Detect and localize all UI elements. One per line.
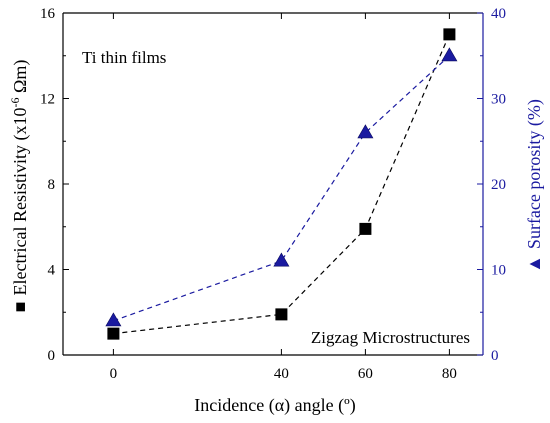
resistivity-point-40 xyxy=(275,308,288,321)
porosity-point-0 xyxy=(105,312,122,327)
y-right-tick-label-30: 30 xyxy=(491,92,506,108)
y-axis-right-label-text: Surface porosity (%) xyxy=(524,99,545,249)
axes: 0 40 60 80 0 4 8 12 16 0 10 20 30 40 xyxy=(40,6,506,382)
resistivity-point-0 xyxy=(107,327,120,340)
porosity-point-60 xyxy=(357,124,374,139)
x-tick-label-80: 80 xyxy=(442,366,457,382)
y-left-tick-label-8: 8 xyxy=(48,177,56,193)
y-axis-left-label-prefix: Electrical Resistivity (x10 xyxy=(10,108,31,296)
porosity-point-80 xyxy=(441,47,458,62)
y-axis-left-label: ■ Electrical Resistivity (x10-6 Ωm) xyxy=(8,60,31,313)
y-axis-right-label: ▲ Surface porosity (%) xyxy=(524,99,545,273)
y-left-tick-label-12: 12 xyxy=(40,92,55,108)
annotation-zigzag: Zigzag Microstructures xyxy=(311,328,470,347)
y-left-tick-label-0: 0 xyxy=(48,348,56,364)
y-axis-left-label-suffix: Ωm) xyxy=(10,60,31,98)
annotation-ti-thin-films: Ti thin films xyxy=(82,48,166,67)
series-0-line xyxy=(113,34,450,335)
y-left-tick-label-4: 4 xyxy=(48,263,56,279)
series-lines xyxy=(113,34,450,335)
y-axis-left-label-exp: -6 xyxy=(8,98,22,108)
y-right-tick-label-0: 0 xyxy=(491,348,499,364)
resistivity-point-80 xyxy=(443,28,456,41)
x-axis-label: Incidence (α) angle (º) xyxy=(194,395,355,416)
y-axis-left-label-marker: ■ xyxy=(10,301,30,312)
y-axis-right-label-marker: ▲ xyxy=(524,255,544,273)
y-right-tick-label-40: 40 xyxy=(491,6,506,22)
porosity-point-40 xyxy=(273,252,290,267)
x-tick-label-60: 60 xyxy=(358,366,373,382)
x-tick-label-0: 0 xyxy=(110,366,118,382)
series-markers xyxy=(105,28,458,340)
x-tick-label-40: 40 xyxy=(274,366,289,382)
y-right-tick-label-10: 10 xyxy=(491,263,506,279)
series-1-line xyxy=(113,55,450,322)
resistivity-point-60 xyxy=(359,222,372,235)
y-right-tick-label-20: 20 xyxy=(491,177,506,193)
y-left-tick-label-16: 16 xyxy=(40,6,56,22)
